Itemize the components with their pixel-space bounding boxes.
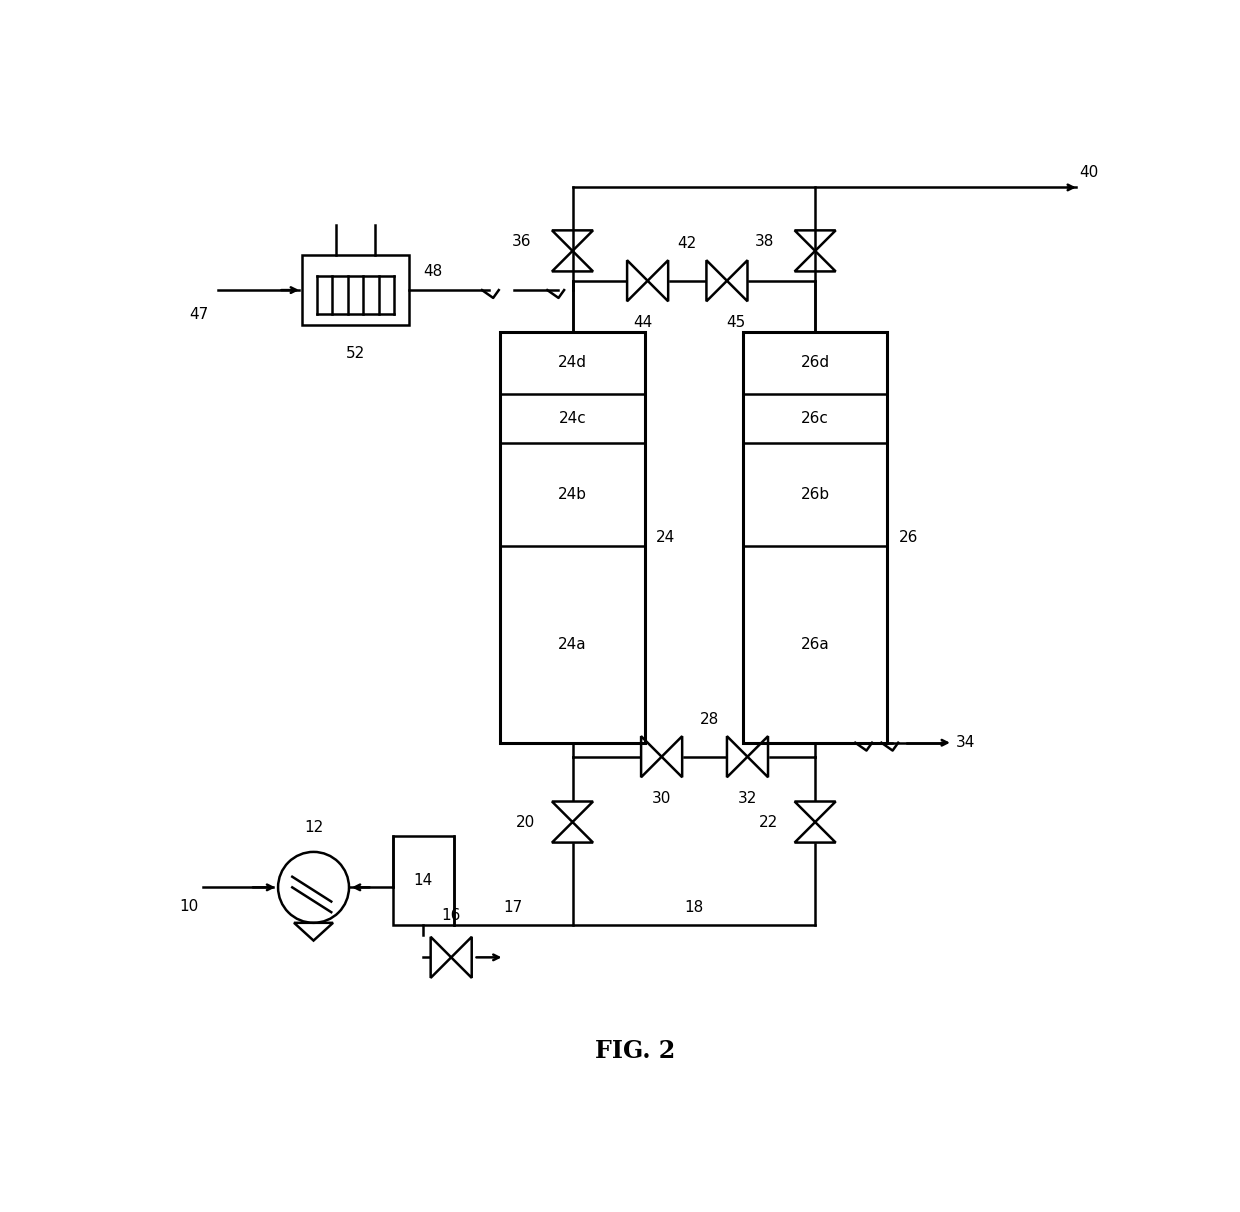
Text: 44: 44 [634,315,652,331]
Text: 34: 34 [956,736,975,750]
Text: 24: 24 [656,530,676,545]
Text: 24b: 24b [558,487,587,502]
Text: 26b: 26b [801,487,830,502]
Text: 24a: 24a [558,636,587,652]
Text: 20: 20 [516,814,536,829]
Text: 14: 14 [414,873,433,888]
Bar [743,332,888,743]
Text: 47: 47 [190,307,208,322]
Text: 26: 26 [899,530,918,545]
Text: 26a: 26a [801,636,830,652]
Text: 16: 16 [441,908,461,922]
Text: 28: 28 [699,711,719,727]
Text: 26d: 26d [801,355,830,371]
Text: 40: 40 [1079,165,1099,179]
Text: 36: 36 [512,234,532,248]
Text: 10: 10 [180,898,198,914]
Text: 45: 45 [727,315,746,331]
Bar [301,255,409,325]
Text: 48: 48 [423,264,443,279]
Bar [500,332,645,743]
Text: 30: 30 [652,791,671,806]
Text: 17: 17 [503,901,522,915]
Text: 52: 52 [346,345,365,361]
Text: 24c: 24c [559,411,587,425]
Text: 22: 22 [759,814,777,829]
Text: 26c: 26c [801,411,830,425]
Text: 12: 12 [304,821,324,835]
Text: 32: 32 [738,791,758,806]
Text: 18: 18 [684,901,703,915]
Text: 24d: 24d [558,355,587,371]
Text: 38: 38 [755,234,774,248]
Bar [393,836,454,925]
Text: FIG. 2: FIG. 2 [595,1039,676,1063]
Text: 42: 42 [678,236,697,251]
